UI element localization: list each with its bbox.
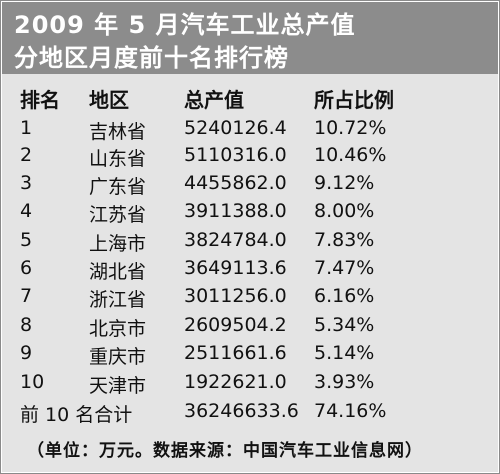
row-5-share: 7.83% (314, 229, 375, 251)
row-7-rank: 7 (20, 285, 33, 307)
row-7-region: 浙江省 (89, 289, 147, 311)
row-6-rank: 6 (20, 257, 33, 279)
header-region: 地区 (89, 88, 129, 112)
row-9-output: 2511661.6 (184, 342, 287, 364)
row-4-output: 3911388.0 (184, 200, 287, 222)
title-banner: 2009 年 5 月汽车工业总产值 分地区月度前十名排行榜 (2, 2, 498, 74)
row-5-output: 3824784.0 (184, 229, 287, 251)
row-2-output: 5110316.0 (184, 144, 287, 166)
table-body: 排名 地区 总产值 所占比例 1 吉林省 5240126.4 10.72% 2 … (2, 74, 498, 472)
row-7-output: 3011256.0 (184, 285, 287, 307)
row-2-region: 山东省 (89, 148, 147, 170)
row-1-share: 10.72% (314, 117, 387, 139)
row-1-rank: 1 (20, 117, 33, 139)
row-5-rank: 5 (20, 229, 33, 251)
row-2-rank: 2 (20, 144, 33, 166)
row-4-share: 8.00% (314, 200, 375, 222)
row-6-output: 3649113.6 (184, 257, 287, 279)
total-share: 74.16% (314, 400, 387, 422)
row-9-region: 重庆市 (89, 346, 147, 368)
row-8-share: 5.34% (314, 314, 375, 336)
row-2-share: 10.46% (314, 144, 387, 166)
title-line-2: 分地区月度前十名排行榜 (14, 44, 289, 72)
row-4-region: 江苏省 (89, 204, 147, 226)
row-8-region: 北京市 (89, 318, 147, 340)
row-10-rank: 10 (20, 371, 45, 393)
row-1-region: 吉林省 (89, 121, 147, 143)
row-4-rank: 4 (20, 200, 33, 222)
row-10-share: 3.93% (314, 371, 375, 393)
row-3-output: 4455862.0 (184, 172, 287, 194)
row-8-rank: 8 (20, 314, 33, 336)
header-rank: 排名 (20, 88, 60, 112)
row-1-output: 5240126.4 (184, 117, 287, 139)
row-7-share: 6.16% (314, 285, 375, 307)
row-9-rank: 9 (20, 342, 33, 364)
row-6-region: 湖北省 (89, 261, 147, 283)
row-8-output: 2609504.2 (184, 314, 287, 336)
row-3-rank: 3 (20, 172, 33, 194)
row-3-region: 广东省 (89, 176, 147, 198)
source-note: （单位：万元。数据来源：中国汽车工业信息网） (27, 441, 423, 461)
row-6-share: 7.47% (314, 257, 375, 279)
total-label: 前 10 名合计 (20, 404, 133, 426)
row-3-share: 9.12% (314, 172, 375, 194)
row-10-region: 天津市 (89, 375, 147, 397)
header-share: 所占比例 (314, 88, 394, 112)
row-9-share: 5.14% (314, 342, 375, 364)
row-5-region: 上海市 (89, 233, 147, 255)
title-line-1: 2009 年 5 月汽车工业总产值 (14, 11, 356, 39)
row-10-output: 1922621.0 (184, 371, 287, 393)
header-output: 总产值 (184, 88, 244, 112)
total-output: 36246633.6 (184, 400, 299, 422)
